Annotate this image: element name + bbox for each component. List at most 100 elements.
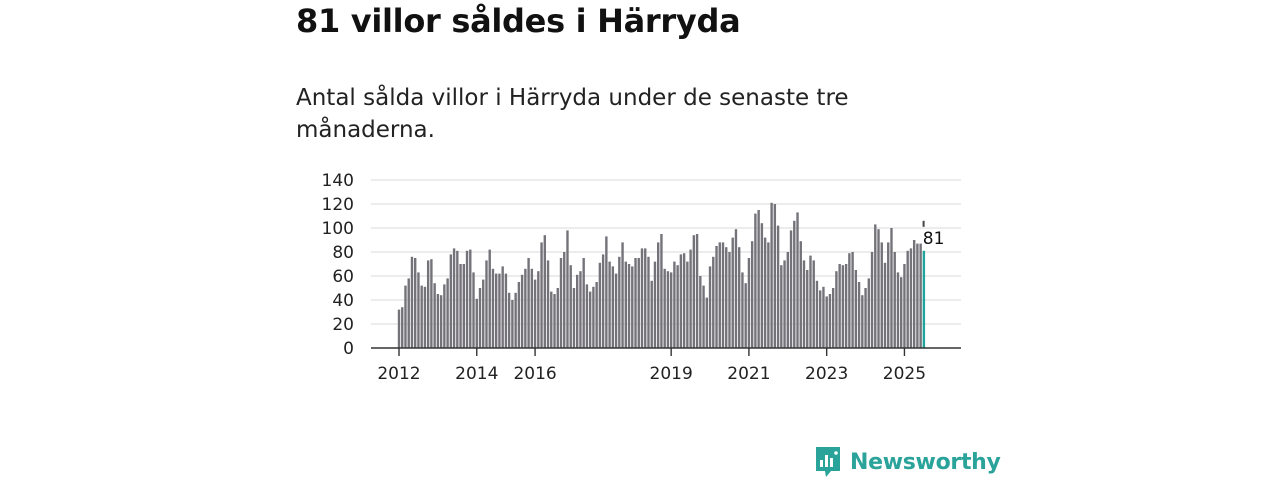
bar — [877, 229, 880, 348]
bar — [880, 242, 883, 348]
bar — [579, 271, 582, 348]
bar — [546, 260, 550, 348]
bar — [426, 260, 430, 348]
bar — [806, 270, 809, 348]
bar — [647, 256, 650, 348]
y-tick-label: 140 — [322, 171, 354, 191]
y-tick-label: 60 — [332, 267, 354, 287]
newsworthy-logo-icon — [816, 447, 840, 477]
bar — [472, 272, 475, 348]
bar — [738, 247, 741, 348]
bar — [819, 290, 822, 348]
bar — [569, 265, 572, 348]
x-tick-label: 2019 — [650, 364, 693, 384]
bar — [854, 270, 858, 348]
bar — [793, 220, 796, 348]
bar — [815, 280, 819, 348]
bar — [831, 288, 835, 348]
bar — [841, 265, 845, 348]
bar — [705, 297, 708, 348]
bar — [449, 254, 453, 348]
brand-name: Newsworthy — [850, 449, 1001, 475]
bar — [666, 271, 670, 348]
bar — [692, 235, 696, 348]
bar — [446, 278, 449, 348]
bar — [919, 243, 922, 348]
bar — [585, 284, 589, 348]
bar — [572, 288, 576, 348]
bar — [491, 268, 495, 348]
bar — [900, 277, 903, 348]
bar — [520, 274, 524, 348]
bar — [741, 272, 744, 348]
bar — [631, 266, 634, 348]
bar — [588, 291, 592, 348]
bar — [844, 264, 848, 348]
bar — [715, 246, 718, 348]
bar — [763, 237, 767, 348]
bar — [721, 242, 725, 348]
bar — [890, 228, 893, 348]
bar — [796, 212, 799, 348]
page-title: 81 villor såldes i Härryda — [296, 2, 741, 40]
bar — [754, 213, 757, 348]
bars — [397, 202, 926, 348]
bar — [543, 235, 546, 348]
bar — [501, 266, 504, 348]
bar — [770, 202, 773, 348]
x-tick-label: 2023 — [805, 364, 848, 384]
bar — [825, 296, 828, 348]
bar — [760, 223, 764, 348]
bar — [725, 247, 728, 348]
bar — [553, 294, 556, 348]
bar — [776, 225, 780, 348]
chart-subtitle: Antal sålda villor i Härryda under de se… — [296, 85, 849, 143]
y-axis-ticks: 0 20 40 60 80 100 120 140 — [322, 171, 354, 359]
y-tick-label: 40 — [332, 291, 354, 311]
bar — [514, 292, 517, 348]
bar — [533, 279, 537, 348]
bar — [614, 273, 618, 348]
bar — [420, 285, 423, 348]
bar — [773, 204, 777, 348]
bar — [407, 278, 410, 348]
bar — [582, 258, 585, 348]
bar — [828, 294, 832, 348]
bar — [650, 280, 653, 348]
bar — [679, 254, 683, 348]
bar — [874, 224, 877, 348]
bar — [851, 252, 854, 348]
bar — [485, 260, 488, 348]
bar — [686, 261, 689, 348]
bar — [469, 249, 472, 348]
bar — [640, 248, 644, 348]
annotation: 81 — [922, 220, 944, 249]
bar — [896, 272, 900, 348]
bar — [498, 273, 501, 348]
bar — [430, 259, 433, 348]
bar — [595, 282, 598, 348]
bar — [870, 252, 874, 348]
bar-latest — [922, 250, 926, 348]
bar — [802, 260, 806, 348]
bar — [747, 258, 751, 348]
bar — [559, 258, 563, 348]
bar — [912, 240, 916, 348]
bar — [598, 262, 602, 348]
bar — [537, 271, 540, 348]
bar — [452, 248, 456, 348]
bar — [414, 258, 417, 348]
bar — [857, 282, 861, 348]
bar — [728, 252, 731, 348]
bar — [482, 279, 485, 348]
bar — [608, 261, 611, 348]
bar — [401, 307, 404, 348]
bar — [488, 249, 491, 348]
bar — [812, 260, 815, 348]
bar — [767, 242, 770, 348]
bar — [504, 273, 508, 348]
bar — [443, 284, 446, 348]
bar — [718, 242, 721, 348]
bar — [540, 242, 543, 348]
